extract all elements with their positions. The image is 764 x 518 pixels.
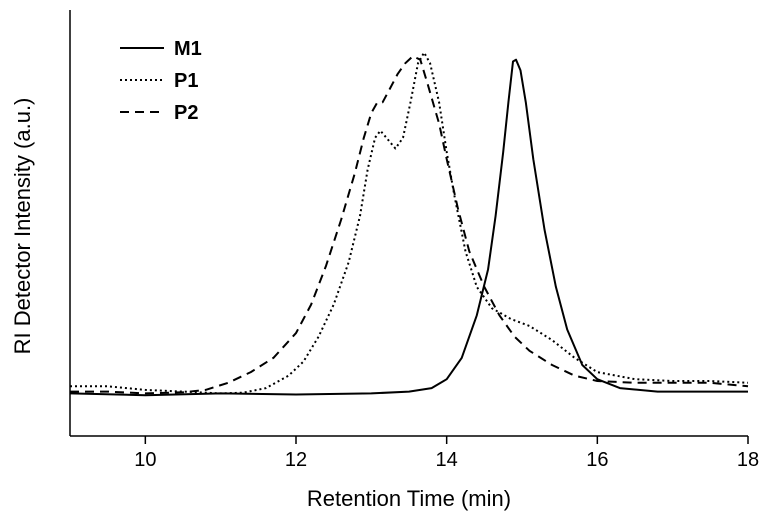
legend: M1 P1 P2 — [120, 38, 202, 124]
y-axis-label: RI Detector Intensity (a.u.) — [10, 98, 35, 355]
legend-label-p1: P1 — [174, 70, 198, 92]
series-line-p1 — [70, 51, 749, 395]
x-axis-label: Retention Time (min) — [307, 486, 511, 511]
x-tick-label: 12 — [285, 449, 307, 471]
x-tick-label: 18 — [737, 449, 759, 471]
legend-label-p2: P2 — [174, 102, 198, 124]
x-tick-label: 10 — [134, 449, 156, 471]
legend-label-m1: M1 — [174, 38, 202, 60]
x-ticks: 10 12 14 16 18 — [134, 436, 759, 471]
plot-lines — [69, 51, 749, 397]
x-tick-label: 14 — [436, 449, 458, 471]
x-tick-label: 16 — [586, 449, 608, 471]
series-line-p2 — [70, 55, 749, 395]
series-line-m1 — [69, 58, 748, 397]
